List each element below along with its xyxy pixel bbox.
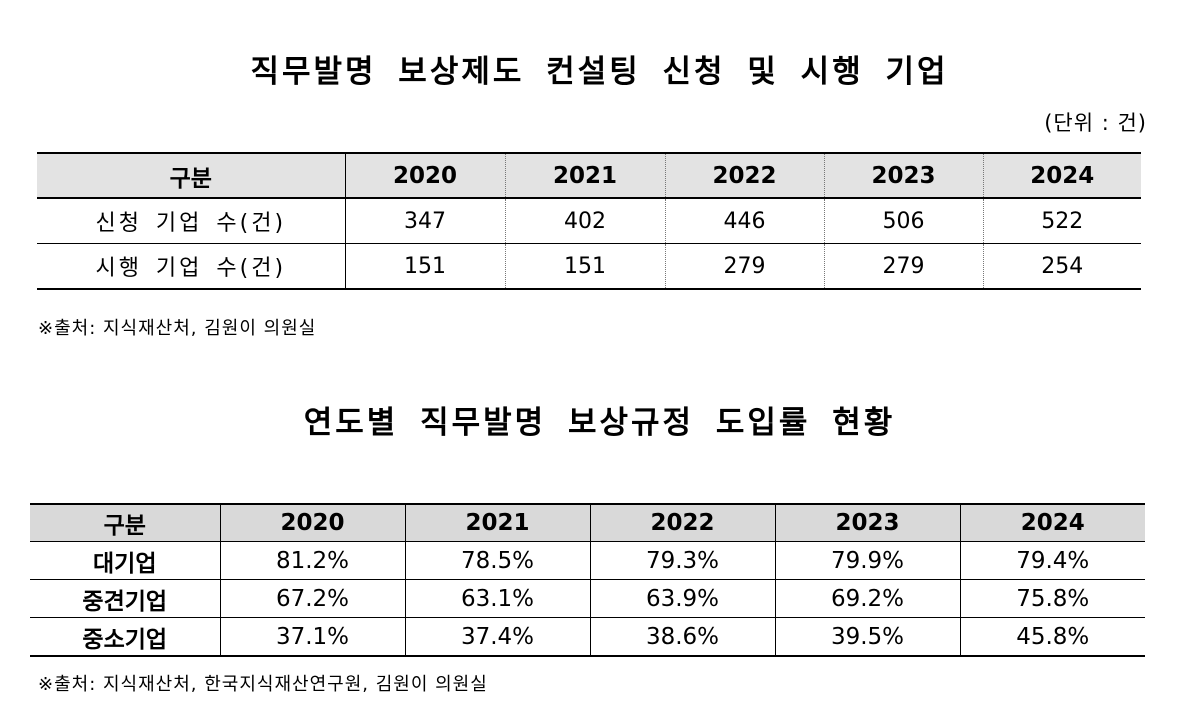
table-cell: 75.8% [959,579,1145,618]
header-category: 구분 [37,152,345,199]
row-label-small-enterprise: 중소기업 [30,617,221,657]
header-year-2024: 2024 [959,503,1145,542]
table-cell: 506 [823,198,983,244]
table-cell: 446 [664,198,824,244]
table-cell: 522 [982,198,1141,244]
table-cell: 63.9% [589,579,776,618]
table-cell: 79.3% [589,541,776,580]
header-year-2023: 2023 [774,503,961,542]
row-label-midsize-enterprise: 중견기업 [30,579,221,618]
consulting-table: 구분 2020 2021 2022 2023 2024 신청 기업 수(건) 3… [37,152,1141,290]
table-header-row: 구분 2020 2021 2022 2023 2024 [37,152,1141,199]
header-category: 구분 [30,503,221,542]
table-cell: 279 [823,243,983,290]
table-cell: 69.2% [774,579,961,618]
table-row: 중견기업 67.2% 63.1% 63.9% 69.2% 75.8% [30,579,1145,618]
header-year-2023: 2023 [823,152,983,199]
table-header-row: 구분 2020 2021 2022 2023 2024 [30,503,1145,542]
table-cell: 151 [504,243,665,290]
table-cell: 38.6% [589,617,776,657]
header-year-2024: 2024 [982,152,1141,199]
header-year-2020: 2020 [344,152,505,199]
table-cell: 37.4% [404,617,591,657]
source-note: ※출처: 지식재산처, 한국지식재산연구원, 김원이 의원실 [38,674,488,695]
table-row: 신청 기업 수(건) 347 402 446 506 522 [37,198,1141,244]
table-row: 중소기업 37.1% 37.4% 38.6% 39.5% 45.8% [30,617,1145,657]
table-cell: 402 [504,198,665,244]
table-row: 대기업 81.2% 78.5% 79.3% 79.9% 79.4% [30,541,1145,580]
adoption-rate-table: 구분 2020 2021 2022 2023 2024 대기업 81.2% 78… [30,503,1145,657]
table-cell: 79.9% [774,541,961,580]
consulting-table-title: 직무발명 보상제도 컨설팅 신청 및 시행 기업 [250,54,949,90]
table-row: 시행 기업 수(건) 151 151 279 279 254 [37,243,1141,290]
table-cell: 347 [344,198,505,244]
table-cell: 151 [344,243,505,290]
row-label-applied: 신청 기업 수(건) [37,198,345,244]
header-year-2022: 2022 [589,503,776,542]
unit-label: (단위 : 건) [1044,111,1147,135]
table-cell: 279 [664,243,824,290]
header-year-2020: 2020 [219,503,406,542]
table-cell: 79.4% [959,541,1145,580]
table-cell: 39.5% [774,617,961,657]
row-label-large-enterprise: 대기업 [30,541,221,580]
table-cell: 37.1% [219,617,406,657]
source-note: ※출처: 지식재산처, 김원이 의원실 [38,318,317,339]
header-year-2021: 2021 [504,152,665,199]
header-year-2022: 2022 [664,152,824,199]
row-label-implemented: 시행 기업 수(건) [37,243,345,290]
table-cell: 63.1% [404,579,591,618]
table-cell: 67.2% [219,579,406,618]
table-cell: 45.8% [959,617,1145,657]
adoption-rate-table-title: 연도별 직무발명 보상규정 도입률 현황 [303,405,896,441]
table-cell: 81.2% [219,541,406,580]
table-cell: 78.5% [404,541,591,580]
table-cell: 254 [982,243,1141,290]
header-year-2021: 2021 [404,503,591,542]
